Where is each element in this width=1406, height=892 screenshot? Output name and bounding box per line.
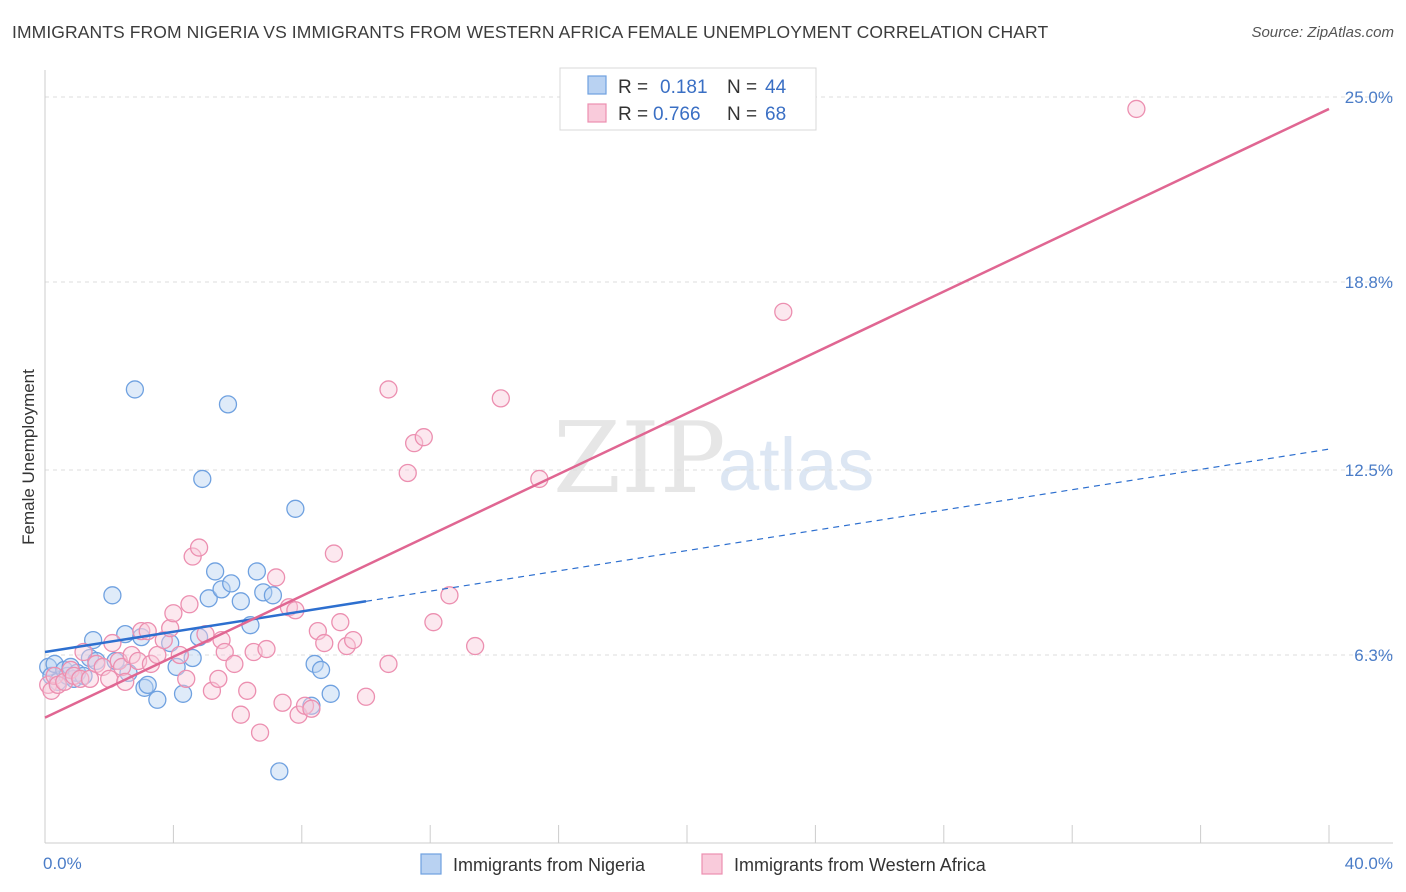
western-africa-point-45 xyxy=(286,601,305,620)
nigeria-point-17 xyxy=(125,380,145,399)
nigeria-point-29 xyxy=(205,562,225,581)
nigeria-point-32 xyxy=(222,574,241,593)
nigeria-point-13 xyxy=(103,586,122,605)
nigeria-point-43 xyxy=(321,684,340,703)
watermark-atlas: atlas xyxy=(718,423,874,506)
legend-box: R = 0.181 N = 44 R = 0.766 N = 68 xyxy=(559,67,817,131)
western-africa-point-57 xyxy=(379,654,398,674)
nigeria-point-37 xyxy=(263,586,283,605)
nigeria-point-31 xyxy=(218,395,238,414)
bottom-legend-swatch-western-africa xyxy=(701,853,723,875)
western-africa-point-48 xyxy=(302,699,321,718)
legend-swatch-western-africa xyxy=(587,103,607,123)
legend-r-value-1: 0.181 xyxy=(660,77,708,98)
source-credit: Source: ZipAtlas.com xyxy=(1251,24,1394,41)
western-africa-trend-line xyxy=(44,107,1330,719)
trend-lines xyxy=(44,107,1330,719)
nigeria-trend-line xyxy=(44,600,367,654)
western-africa-point-40 xyxy=(250,723,270,742)
western-africa-point-66 xyxy=(774,302,793,321)
y-tick-label-0: 6.3% xyxy=(1354,646,1393,665)
western-africa-point-64 xyxy=(491,389,510,408)
legend-n-value-1: 44 xyxy=(765,77,787,98)
western-africa-point-42 xyxy=(266,568,286,587)
western-africa-point-56 xyxy=(379,380,398,399)
y-tick-label-2: 18.8% xyxy=(1345,273,1393,292)
bottom-legend-nigeria: Immigrants from Nigeria xyxy=(453,855,646,875)
y-tick-labels: 6.3% 12.5% 18.8% 25.0% xyxy=(1345,88,1393,665)
y-axis-label: Female Unemployment xyxy=(19,369,38,545)
western-africa-point-25 xyxy=(164,604,183,623)
western-africa-point-43 xyxy=(273,693,292,712)
gridlines xyxy=(45,96,1393,656)
western-africa-point-29 xyxy=(183,547,202,566)
legend-swatch-nigeria xyxy=(587,75,607,95)
watermark-zip: ZIP xyxy=(553,402,726,516)
nigeria-point-27 xyxy=(193,469,212,489)
y-tick-label-1: 12.5% xyxy=(1345,461,1393,480)
y-tick-label-3: 25.0% xyxy=(1345,88,1393,107)
western-africa-point-58 xyxy=(398,463,417,483)
bottom-legend-swatch-nigeria xyxy=(420,853,442,875)
bottom-legend-western-africa: Immigrants from Western Africa xyxy=(734,855,987,875)
legend-n-label-1: N = xyxy=(727,77,757,98)
western-africa-point-61 xyxy=(424,613,443,632)
nigeria-point-33 xyxy=(231,592,250,611)
nigeria-point-20 xyxy=(138,675,157,694)
x-tick-min: 0.0% xyxy=(43,854,82,873)
series-western-africa xyxy=(39,99,1146,742)
western-africa-point-62 xyxy=(440,586,459,605)
legend-n-label-2: N = xyxy=(727,104,757,125)
western-africa-point-54 xyxy=(344,630,363,650)
western-africa-point-50 xyxy=(315,633,334,653)
legend-r-label-2: R = xyxy=(618,104,648,125)
nigeria-point-24 xyxy=(173,684,193,703)
western-africa-point-59 xyxy=(404,433,424,453)
nigeria-point-38 xyxy=(270,762,289,781)
nigeria-point-35 xyxy=(247,562,267,581)
western-africa-point-63 xyxy=(465,636,485,656)
western-africa-point-27 xyxy=(177,669,196,689)
nigeria-point-19 xyxy=(135,678,154,697)
western-africa-point-37 xyxy=(231,705,250,724)
western-africa-point-30 xyxy=(189,538,209,557)
legend-r-label-1: R = xyxy=(618,77,648,98)
western-africa-point-52 xyxy=(331,613,350,632)
western-africa-point-67 xyxy=(1127,99,1146,119)
axes xyxy=(44,70,1393,844)
western-africa-point-51 xyxy=(324,544,344,563)
bottom-legend: Immigrants from Nigeria Immigrants from … xyxy=(420,853,987,875)
legend-r-value-2: 0.766 xyxy=(653,104,701,125)
legend-n-value-2: 68 xyxy=(765,104,786,125)
western-africa-point-41 xyxy=(257,639,276,659)
watermark: ZIP atlas xyxy=(553,402,874,516)
nigeria-point-21 xyxy=(148,690,167,709)
x-tick-max: 40.0% xyxy=(1345,854,1393,873)
chart-title: IMMIGRANTS FROM NIGERIA VS IMMIGRANTS FR… xyxy=(12,22,1049,42)
western-africa-point-7 xyxy=(71,669,90,689)
western-africa-point-15 xyxy=(112,657,132,677)
western-africa-point-38 xyxy=(238,681,257,700)
nigeria-point-30 xyxy=(212,580,231,599)
western-africa-point-35 xyxy=(215,642,234,662)
western-africa-point-36 xyxy=(225,654,244,674)
western-africa-point-60 xyxy=(414,428,433,447)
western-africa-point-33 xyxy=(209,669,228,689)
nigeria-trend-extension xyxy=(365,448,1330,602)
western-africa-point-28 xyxy=(180,595,199,614)
nigeria-point-23 xyxy=(167,657,186,677)
nigeria-point-42 xyxy=(311,660,331,680)
nigeria-point-28 xyxy=(199,589,218,608)
western-africa-point-55 xyxy=(356,687,376,706)
nigeria-point-39 xyxy=(286,499,305,518)
